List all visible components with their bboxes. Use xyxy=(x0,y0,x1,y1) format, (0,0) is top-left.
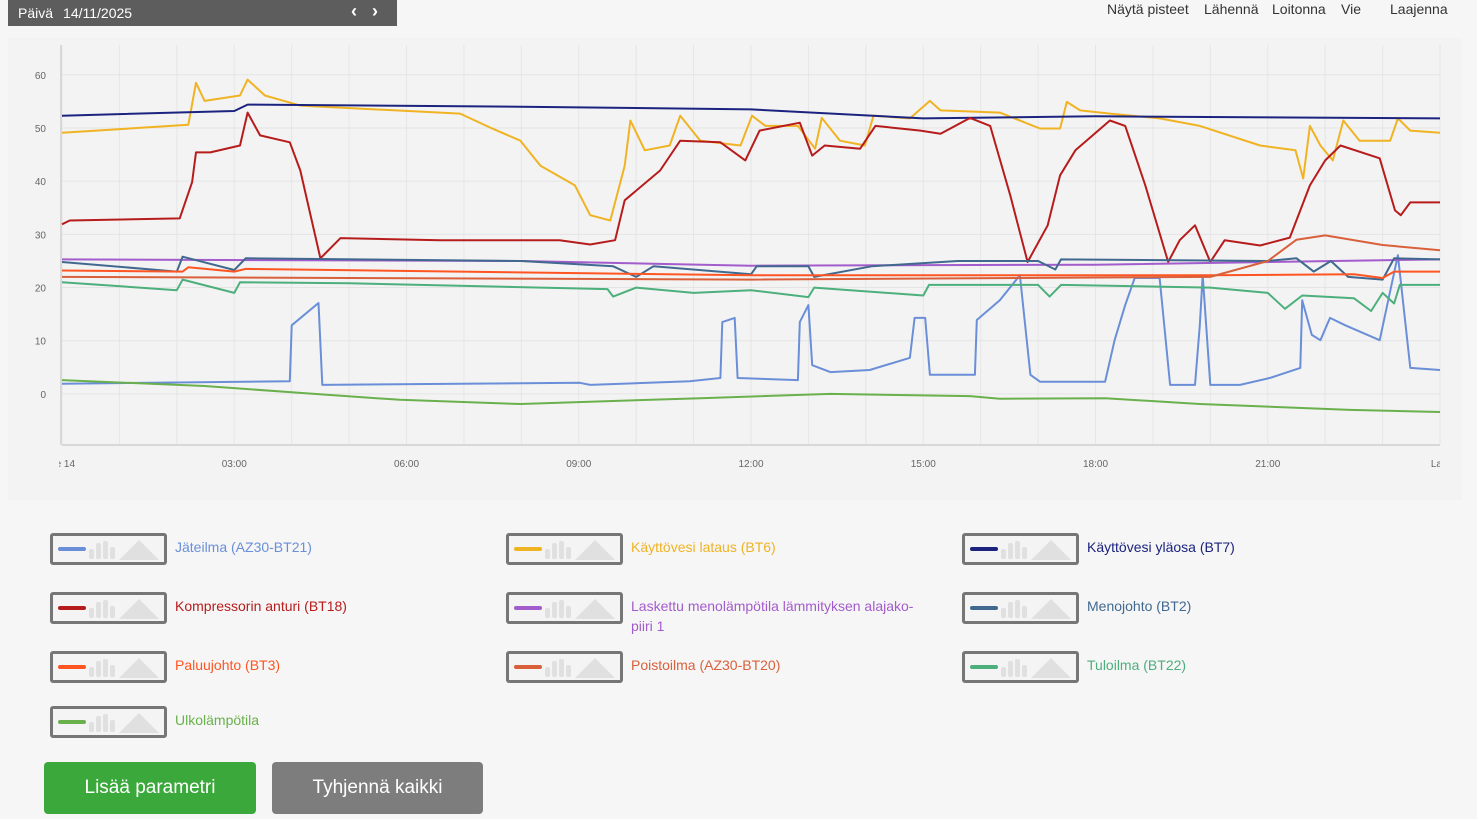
x-tick-label: 09:00 xyxy=(566,459,591,470)
legend-item[interactable]: Käyttövesi lataus (BT6) xyxy=(506,533,891,565)
x-tick-label: 18:00 xyxy=(1083,459,1108,470)
x-tick-label: Pe 14 xyxy=(49,459,76,470)
line-style-icon[interactable] xyxy=(58,547,86,551)
series-toggle[interactable] xyxy=(506,533,623,565)
area-chart-icon[interactable] xyxy=(1031,540,1071,560)
series-toggle[interactable] xyxy=(962,651,1079,683)
legend-item[interactable]: Ulkolämpötila xyxy=(50,706,435,738)
x-tick-label: 03:00 xyxy=(222,459,247,470)
series-toggle[interactable] xyxy=(506,592,623,624)
legend-item[interactable]: Poistoilma (AZ30-BT20) xyxy=(506,651,891,683)
y-tick-label: 60 xyxy=(35,71,47,82)
area-chart-icon[interactable] xyxy=(575,599,615,619)
area-chart-icon[interactable] xyxy=(1031,658,1071,678)
legend-item[interactable]: Käyttövesi yläosa (BT7) xyxy=(962,533,1347,565)
legend-label[interactable]: Poistoilma (AZ30-BT20) xyxy=(631,657,781,673)
y-tick-label: 20 xyxy=(35,284,47,295)
series-toggle[interactable] xyxy=(962,592,1079,624)
area-chart-icon[interactable] xyxy=(119,599,159,619)
x-tick-label: 12:00 xyxy=(738,459,763,470)
series-line-6 xyxy=(61,255,1441,281)
series-line-2 xyxy=(61,78,1441,222)
add-parameter-button[interactable]: Lisää parametri xyxy=(44,762,256,814)
bar-chart-icon[interactable] xyxy=(89,659,117,677)
area-chart-icon[interactable] xyxy=(119,658,159,678)
legend-item[interactable]: Jäteilma (AZ30-BT21) xyxy=(50,533,435,565)
legend-label[interactable]: Kompressorin anturi (BT18) xyxy=(175,598,347,614)
series-line-3 xyxy=(61,103,1441,120)
y-tick-label: 10 xyxy=(35,337,47,348)
legend-label[interactable]: Jäteilma (AZ30-BT21) xyxy=(175,539,312,555)
line-style-icon[interactable] xyxy=(514,547,542,551)
legend-label[interactable]: Tuloilma (BT22) xyxy=(1087,657,1187,673)
series-line-4 xyxy=(61,111,1440,263)
line-style-icon[interactable] xyxy=(970,665,998,669)
series-line-8 xyxy=(61,234,1441,281)
legend-label[interactable]: Paluujohto (BT3) xyxy=(175,657,281,673)
zoom-in-link[interactable]: Lähennä xyxy=(1204,1,1259,17)
legend-item[interactable]: Tuloilma (BT22) xyxy=(962,651,1347,683)
show-points-link[interactable]: Näytä pisteet xyxy=(1107,1,1189,17)
y-tick-label: 40 xyxy=(35,177,47,188)
x-tick-label: La xyxy=(1431,459,1443,470)
area-chart-icon[interactable] xyxy=(1031,599,1071,619)
y-tick-label: 50 xyxy=(35,124,47,135)
line-style-icon[interactable] xyxy=(970,547,998,551)
legend-label[interactable]: Käyttövesi yläosa (BT7) xyxy=(1087,539,1235,555)
series-toggle[interactable] xyxy=(50,533,167,565)
bar-chart-icon[interactable] xyxy=(89,714,117,732)
legend-label[interactable]: Käyttövesi lataus (BT6) xyxy=(631,539,776,555)
legend-item[interactable]: Kompressorin anturi (BT18) xyxy=(50,592,435,624)
line-chart[interactable]: 0 10 20 30 40 50 60 Pe 14 03:00 06:00 09:00 12:00 15… xyxy=(0,0,1477,500)
x-tick-label: 06:00 xyxy=(394,459,419,470)
bar-chart-icon[interactable] xyxy=(89,541,117,559)
line-style-icon[interactable] xyxy=(58,606,86,610)
legend-item[interactable]: Menojohto (BT2) xyxy=(962,592,1347,624)
clear-all-button[interactable]: Tyhjennä kaikki xyxy=(272,762,483,814)
series-toggle[interactable] xyxy=(50,651,167,683)
bar-chart-icon[interactable] xyxy=(1001,541,1029,559)
bar-chart-icon[interactable] xyxy=(545,600,573,618)
bar-chart-icon[interactable] xyxy=(89,600,117,618)
line-style-icon[interactable] xyxy=(58,665,86,669)
bar-chart-icon[interactable] xyxy=(545,541,573,559)
line-style-icon[interactable] xyxy=(970,606,998,610)
export-link[interactable]: Vie xyxy=(1341,1,1361,17)
bar-chart-icon[interactable] xyxy=(1001,600,1029,618)
chevron-right-icon[interactable]: › xyxy=(372,1,378,21)
y-tick-label: 30 xyxy=(35,230,47,241)
series-line-7 xyxy=(61,266,1440,279)
series-toggle[interactable] xyxy=(50,592,167,624)
bar-chart-icon[interactable] xyxy=(1001,659,1029,677)
line-style-icon[interactable] xyxy=(514,665,542,669)
legend-label[interactable]: Menojohto (BT2) xyxy=(1087,598,1192,614)
series-line-10 xyxy=(61,379,1441,413)
area-chart-icon[interactable] xyxy=(575,540,615,560)
line-style-icon[interactable] xyxy=(514,606,542,610)
x-tick-label: 21:00 xyxy=(1255,459,1280,470)
series-line-9 xyxy=(61,278,1440,312)
y-tick-label: 0 xyxy=(40,390,46,401)
series-toggle[interactable] xyxy=(506,651,623,683)
expand-link[interactable]: Laajenna xyxy=(1390,1,1448,17)
legend-label[interactable]: Laskettu menolämpötila lämmityksen alaja… xyxy=(631,598,914,634)
series-toggle[interactable] xyxy=(962,533,1079,565)
area-chart-icon[interactable] xyxy=(575,658,615,678)
line-style-icon[interactable] xyxy=(58,720,86,724)
series-line-1 xyxy=(61,254,1441,386)
date-selector: Päivä 14/11/2025 ‹ › xyxy=(8,0,397,26)
date-value[interactable]: 14/11/2025 xyxy=(63,5,133,21)
legend-item[interactable]: Paluujohto (BT3) xyxy=(50,651,435,683)
bar-chart-icon[interactable] xyxy=(545,659,573,677)
series-toggle[interactable] xyxy=(50,706,167,738)
x-tick-label: 15:00 xyxy=(911,459,936,470)
legend-label[interactable]: Ulkolämpötila xyxy=(175,712,260,728)
chevron-left-icon[interactable]: ‹ xyxy=(351,1,357,21)
area-chart-icon[interactable] xyxy=(119,713,159,733)
period-label: Päivä xyxy=(18,5,54,21)
zoom-out-link[interactable]: Loitonna xyxy=(1272,1,1326,17)
legend-item[interactable]: Laskettu menolämpötila lämmityksen alaja… xyxy=(506,592,931,636)
area-chart-icon[interactable] xyxy=(119,540,159,560)
